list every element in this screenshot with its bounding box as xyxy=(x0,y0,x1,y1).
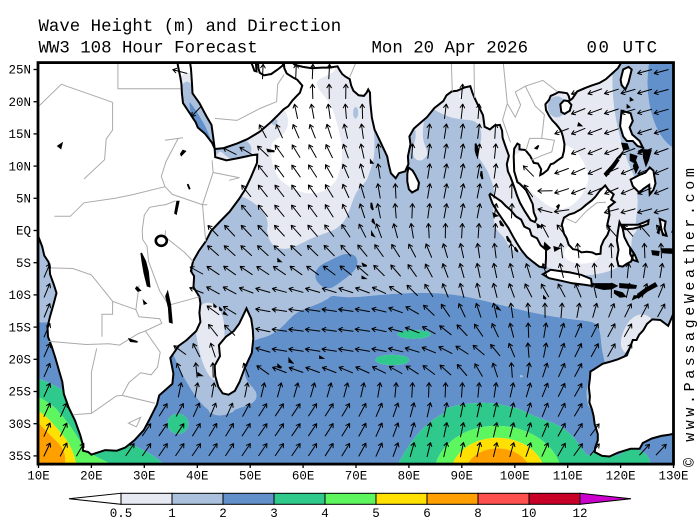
svg-text:20E: 20E xyxy=(80,470,103,484)
svg-text:5: 5 xyxy=(372,507,380,521)
svg-text:© www.PassageWeather.com: © www.PassageWeather.com xyxy=(682,165,699,467)
svg-text:100E: 100E xyxy=(500,470,530,484)
svg-text:25S: 25S xyxy=(8,386,31,400)
svg-text:30S: 30S xyxy=(8,418,31,432)
svg-text:6: 6 xyxy=(423,507,431,521)
svg-text:40E: 40E xyxy=(186,470,209,484)
svg-text:60E: 60E xyxy=(292,470,315,484)
svg-text:10S: 10S xyxy=(8,289,31,303)
svg-text:10: 10 xyxy=(521,507,536,521)
svg-text:5N: 5N xyxy=(16,193,31,207)
svg-text:90E: 90E xyxy=(451,470,474,484)
svg-text:15S: 15S xyxy=(8,321,31,335)
svg-text:5S: 5S xyxy=(16,257,31,271)
svg-text:25N: 25N xyxy=(8,64,31,78)
svg-text:20N: 20N xyxy=(8,96,31,110)
svg-text:30E: 30E xyxy=(133,470,156,484)
svg-text:2: 2 xyxy=(219,507,227,521)
svg-text:8: 8 xyxy=(474,507,482,521)
svg-text:70E: 70E xyxy=(345,470,368,484)
svg-text:15N: 15N xyxy=(8,128,31,142)
svg-text:110E: 110E xyxy=(553,470,583,484)
svg-text:EQ: EQ xyxy=(16,225,31,239)
svg-text:35S: 35S xyxy=(8,450,31,464)
svg-text:10E: 10E xyxy=(27,470,50,484)
svg-text:4: 4 xyxy=(321,507,329,521)
svg-text:Wave Height (m) and Direction: Wave Height (m) and Direction xyxy=(39,18,342,37)
svg-text:1: 1 xyxy=(168,507,176,521)
svg-text:Mon 20 Apr 2026: Mon 20 Apr 2026 xyxy=(372,40,529,59)
svg-text:00 UTC: 00 UTC xyxy=(587,40,659,59)
svg-text:WW3 108 Hour Forecast: WW3 108 Hour Forecast xyxy=(39,40,258,59)
svg-text:50E: 50E xyxy=(239,470,262,484)
svg-text:80E: 80E xyxy=(398,470,421,484)
svg-text:0.5: 0.5 xyxy=(110,507,133,521)
svg-text:3: 3 xyxy=(270,507,278,521)
svg-text:130E: 130E xyxy=(658,470,688,484)
svg-text:10N: 10N xyxy=(8,160,31,174)
svg-text:12: 12 xyxy=(572,507,587,521)
svg-text:20S: 20S xyxy=(8,354,31,368)
svg-text:120E: 120E xyxy=(606,470,636,484)
